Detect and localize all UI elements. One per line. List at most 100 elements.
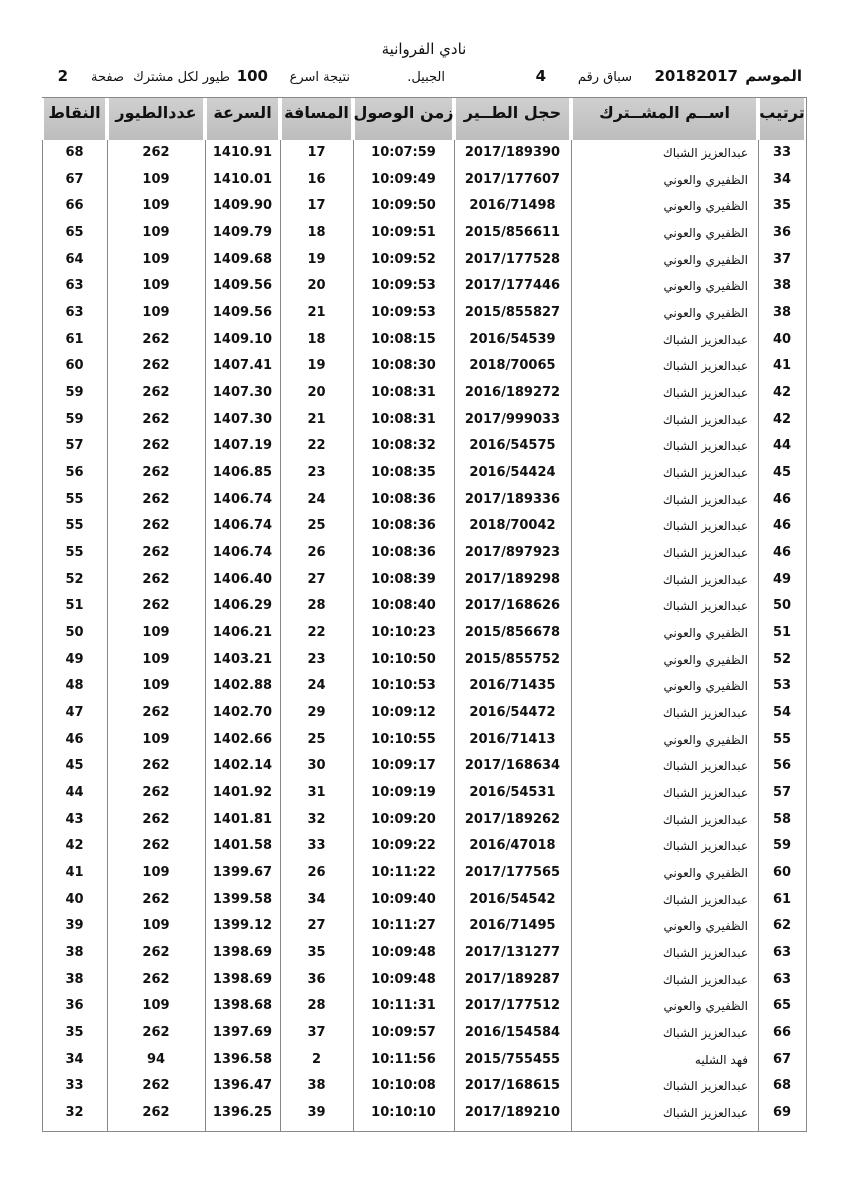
member-name: عبدالعزيز الشباك [662, 839, 748, 854]
bird-total: 109 [142, 998, 170, 1014]
speed: 1403.21 [212, 651, 273, 667]
column-border [280, 97, 281, 1132]
member-name: عبدالعزيز الشباك [662, 946, 748, 961]
ring-number: 2017/177512 [464, 998, 561, 1014]
distance: 38 [307, 1078, 326, 1094]
column-border [107, 97, 108, 1132]
rank: 63 [772, 945, 792, 961]
column-header: النقاط [48, 103, 101, 122]
arrival-time: 10:09:49 [371, 171, 436, 187]
bird-total: 262 [142, 518, 170, 534]
member-name: عبدالعزيز الشباك [662, 706, 748, 721]
distance: 23 [307, 465, 326, 481]
member-name: عبدالعزيز الشباك [662, 359, 748, 374]
arrival-time: 10:10:50 [371, 651, 436, 667]
points: 63 [65, 278, 84, 294]
rank: 46 [772, 518, 792, 534]
arrival-time: 10:10:10 [371, 1105, 436, 1121]
distance: 16 [307, 171, 326, 187]
distance: 27 [307, 571, 326, 587]
speed: 1401.92 [212, 785, 273, 801]
member-name: عبدالعزيز الشباك [662, 466, 748, 481]
member-name: عبدالعزيز الشباك [662, 1026, 748, 1041]
speed: 1402.14 [212, 758, 273, 774]
bird-total: 262 [142, 1025, 170, 1041]
header-cell [454, 98, 571, 140]
distance: 21 [307, 411, 326, 427]
distance: 19 [307, 251, 326, 267]
distance: 26 [307, 865, 326, 881]
ring-number: 2017/999033 [464, 411, 561, 427]
column-header: ترتيب [759, 103, 805, 122]
points: 63 [65, 305, 84, 321]
distance: 35 [307, 945, 326, 961]
bird-total: 262 [142, 891, 170, 907]
column-border [454, 97, 455, 1132]
points: 56 [65, 465, 84, 481]
club-title: نادي الفروانية [381, 40, 467, 58]
speed: 1402.70 [212, 705, 273, 721]
speed: 1409.90 [212, 198, 273, 214]
speed: 1410.91 [212, 145, 273, 160]
speed: 1406.40 [212, 571, 273, 587]
ring-number: 2016/54539 [469, 331, 556, 347]
bird-total: 109 [142, 251, 170, 267]
rank: 69 [772, 1105, 792, 1121]
points: 36 [65, 998, 84, 1014]
speed: 1399.58 [212, 891, 273, 907]
bird-total: 262 [142, 571, 170, 587]
points: 38 [65, 971, 84, 987]
header-cell [758, 98, 806, 140]
speed: 1396.58 [212, 1051, 273, 1067]
member-name: الظفيري والعوني [663, 679, 748, 694]
arrival-time: 10:11:27 [371, 918, 436, 934]
ring-number: 2016/54531 [469, 785, 556, 801]
ring-number: 2017/189210 [464, 1105, 561, 1121]
ring-number: 2016/71435 [469, 678, 556, 694]
member-name: عبدالعزيز الشباك [662, 492, 748, 507]
arrival-time: 10:08:32 [371, 438, 436, 454]
rank: 46 [772, 491, 792, 507]
points: 32 [65, 1105, 84, 1121]
arrival-time: 10:09:53 [371, 278, 436, 294]
points: 52 [65, 571, 84, 587]
column-header: حجل الطــير [463, 103, 562, 122]
member-name: عبدالعزيز الشباك [662, 546, 748, 561]
speed: 1396.47 [212, 1078, 273, 1094]
bird-total: 109 [142, 865, 170, 881]
speed: 1407.19 [212, 438, 273, 454]
bird-total: 262 [142, 385, 170, 401]
column-header: اســم المشــترك [599, 103, 730, 122]
arrival-time: 10:10:23 [371, 625, 436, 641]
speed: 1398.69 [212, 945, 273, 961]
points: 41 [65, 865, 84, 881]
rank: 42 [772, 411, 792, 427]
arrival-time: 10:09:53 [371, 305, 436, 321]
speed: 1409.10 [212, 331, 273, 347]
arrival-time: 10:09:20 [371, 811, 436, 827]
column-border [806, 97, 807, 1132]
bird-total: 94 [146, 1051, 166, 1067]
rank: 42 [772, 385, 792, 401]
arrival-time: 10:09:50 [371, 198, 436, 214]
points: 39 [65, 918, 84, 934]
member-name: عبدالعزيز الشباك [662, 599, 748, 614]
ring-number: 2017/177446 [464, 278, 561, 294]
arrival-time: 10:08:40 [371, 598, 436, 614]
points: 57 [65, 438, 84, 454]
speed: 1410.01 [212, 171, 273, 187]
bird-total: 262 [142, 945, 170, 961]
column-border [571, 97, 572, 1132]
race-number: 4 [535, 67, 546, 85]
ring-number: 2015/855752 [464, 651, 561, 667]
distance: 23 [307, 651, 326, 667]
member-name: عبدالعزيز الشباك [662, 759, 748, 774]
bird-total: 262 [142, 811, 170, 827]
rank: 63 [772, 971, 792, 987]
speed: 1406.74 [212, 518, 273, 534]
arrival-time: 10:08:36 [371, 518, 436, 534]
member-name: عبدالعزيز الشباك [662, 972, 748, 987]
member-name: الظفيري والعوني [663, 652, 748, 667]
arrival-time: 10:09:12 [371, 705, 436, 721]
